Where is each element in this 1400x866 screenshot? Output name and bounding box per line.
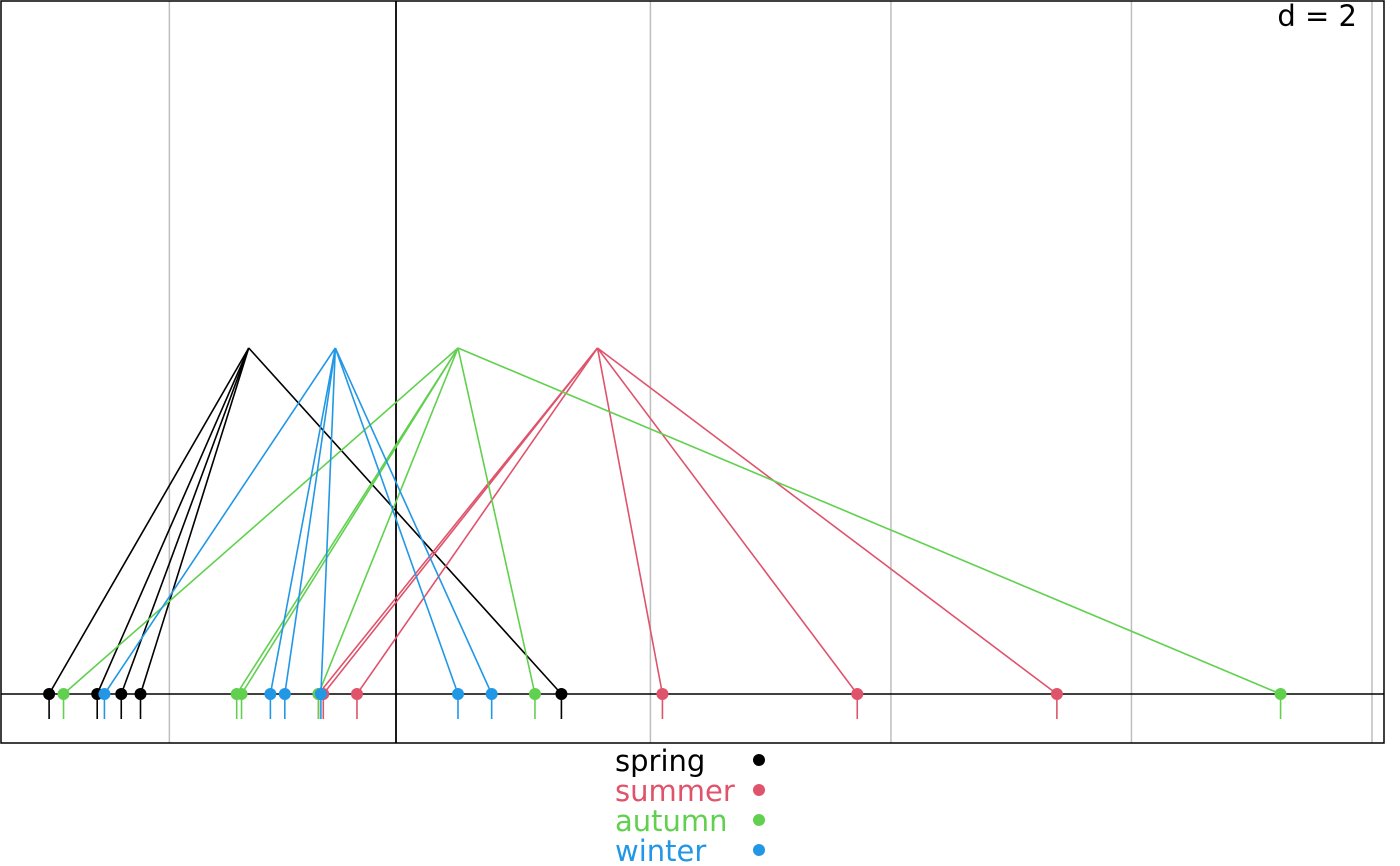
legend-label-summer: summer (615, 774, 735, 808)
summer-point-4 (851, 688, 864, 700)
summer-point-5 (1050, 688, 1063, 700)
legend-label-autumn: autumn (615, 804, 728, 838)
autumn-star-line-2 (240, 347, 459, 695)
winter-star-line-0 (103, 347, 336, 695)
summer-star-line-5 (597, 347, 1058, 695)
spring-point-4 (555, 688, 568, 700)
autumn-point-5 (1274, 688, 1287, 700)
autumn-star-line-3 (317, 347, 459, 695)
summer-star-line-1 (322, 347, 599, 695)
legend-marker-spring (753, 754, 765, 766)
autumn-point-4 (528, 688, 541, 700)
scale-annotation: d = 2 (1277, 0, 1357, 33)
autumn-star-line-0 (63, 347, 459, 695)
star-lines (48, 347, 1281, 695)
legend-label-winter: winter (615, 834, 706, 866)
legend-label-spring: spring (615, 744, 705, 778)
spring-star-line-1 (96, 347, 250, 695)
autumn-point-2 (235, 688, 248, 700)
winter-star-line-5 (334, 347, 493, 695)
summer-point-3 (656, 688, 669, 700)
summer-point-2 (350, 688, 363, 700)
spring-star-line-2 (120, 347, 250, 695)
spring-point-2 (115, 688, 128, 700)
winter-point-5 (485, 688, 498, 700)
spring-star-line-3 (139, 347, 250, 695)
winter-point-1 (264, 688, 277, 700)
summer-star-line-2 (356, 347, 599, 695)
legend-marker-autumn (753, 814, 765, 826)
winter-point-0 (98, 688, 111, 700)
winter-point-4 (451, 688, 464, 700)
plot-frame (0, 0, 1385, 744)
autumn-star-line-5 (457, 347, 1281, 695)
spring-star-line-4 (248, 347, 563, 695)
winter-star-line-3 (320, 347, 337, 695)
legend-marker-winter (753, 844, 765, 856)
spring-point-0 (43, 688, 56, 700)
autumn-star-line-4 (457, 347, 536, 695)
winter-point-3 (314, 688, 327, 700)
autumn-point-0 (57, 688, 70, 700)
legend-marker-summer (753, 784, 765, 796)
legend-box (612, 744, 770, 866)
rug-ticks (48, 694, 1282, 719)
winter-point-2 (278, 688, 291, 700)
winter-star-line-4 (334, 347, 459, 695)
summer-star-line-3 (596, 347, 664, 695)
data-points (43, 688, 1287, 700)
summer-star-line-4 (596, 347, 858, 695)
grid-lines (168, 1, 1373, 743)
spring-point-3 (134, 688, 147, 700)
winter-star-line-2 (284, 347, 337, 695)
winter-star-line-1 (269, 347, 337, 695)
spring-star-line-0 (48, 347, 250, 695)
